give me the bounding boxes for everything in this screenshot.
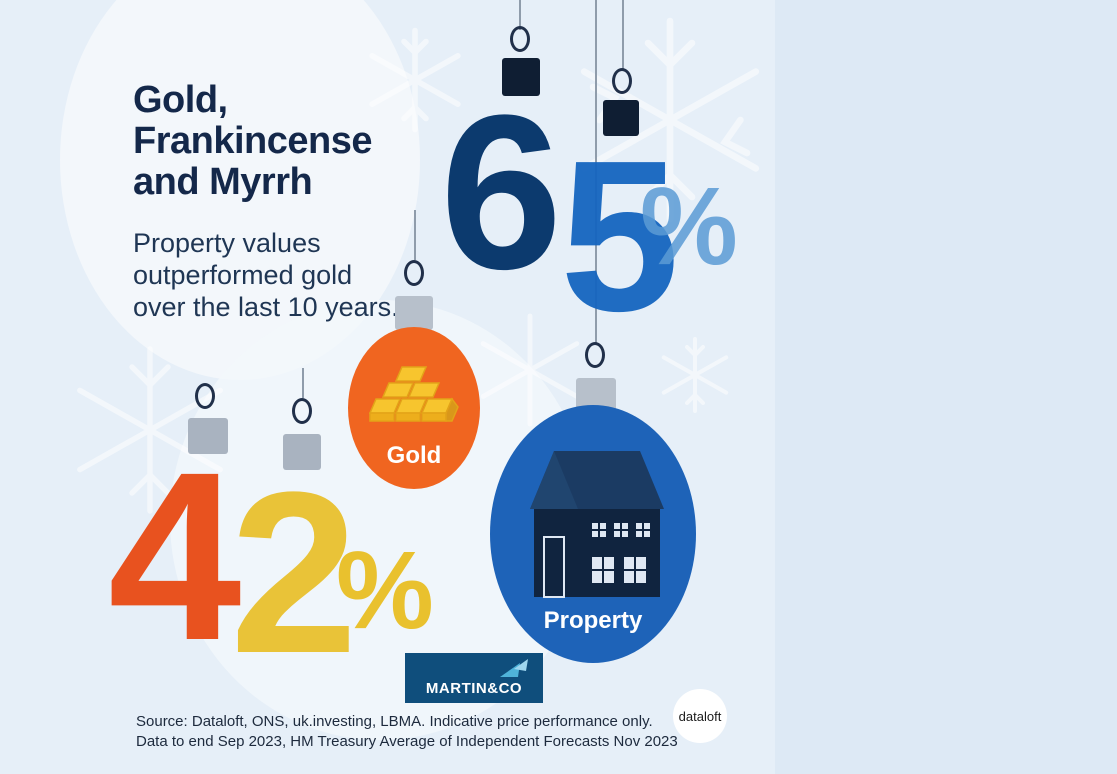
bauble-string: [414, 210, 416, 260]
infographic-panel: Gold, Frankincense and Myrrh Property va…: [60, 0, 760, 751]
gold-label: Gold: [386, 442, 442, 469]
snowflake-icon: [661, 337, 729, 413]
bauble-cap: [603, 100, 639, 136]
bauble-cap: [283, 434, 321, 470]
logo-sail-icon: [500, 659, 528, 677]
snowflake-icon: [77, 346, 223, 514]
bauble-cap: [395, 296, 433, 330]
bauble-string: [519, 0, 521, 30]
martin-and-co-logo: MARTIN&CO: [405, 653, 543, 703]
snowflake-icon: [480, 313, 580, 427]
bauble-ring: [612, 68, 632, 94]
subtitle: Property values outperformed gold over t…: [133, 228, 399, 322]
property-label: Property: [543, 607, 643, 634]
source-note: Source: Dataloft, ONS, uk.investing, LBM…: [136, 712, 678, 751]
logo-brand-text: MARTIN&CO: [425, 680, 523, 697]
bauble-ring: [292, 398, 312, 424]
bauble-string: [302, 368, 304, 398]
bauble-string: [595, 0, 597, 345]
stat-42-two: 2: [230, 444, 358, 701]
bauble-cap: [188, 418, 228, 454]
bauble-ring: [404, 260, 424, 286]
bauble-string: [622, 0, 624, 70]
bauble-ring: [195, 383, 215, 409]
snowflake-icon: [369, 27, 461, 133]
gold-bars-icon: [368, 366, 459, 422]
stat-42-four: 4: [108, 422, 242, 690]
stat-65-six: 6: [440, 69, 562, 315]
source-line-2: Data to end Sep 2023, HM Treasury Averag…: [136, 732, 678, 750]
stat-65-five: 5: [560, 115, 680, 356]
house-icon: [530, 451, 664, 598]
bauble-ring: [585, 342, 605, 368]
bauble-cap: [502, 58, 540, 96]
bauble-ring: [510, 26, 530, 52]
page-title: Gold, Frankincense and Myrrh: [133, 79, 373, 204]
dataloft-badge: dataloft: [673, 689, 727, 743]
source-line-1: Source: Dataloft, ONS, uk.investing, LBM…: [136, 713, 653, 730]
stat-65-percent: %: [640, 165, 738, 288]
stat-42-percent: %: [336, 529, 434, 652]
gold-bauble: Gold: [348, 327, 480, 489]
property-bauble: Property: [490, 405, 696, 663]
